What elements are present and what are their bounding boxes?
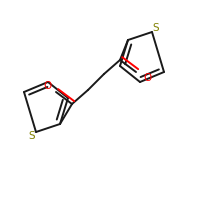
Text: O: O <box>44 81 52 91</box>
Text: S: S <box>29 131 35 141</box>
Text: S: S <box>153 23 159 33</box>
Text: O: O <box>144 73 152 83</box>
